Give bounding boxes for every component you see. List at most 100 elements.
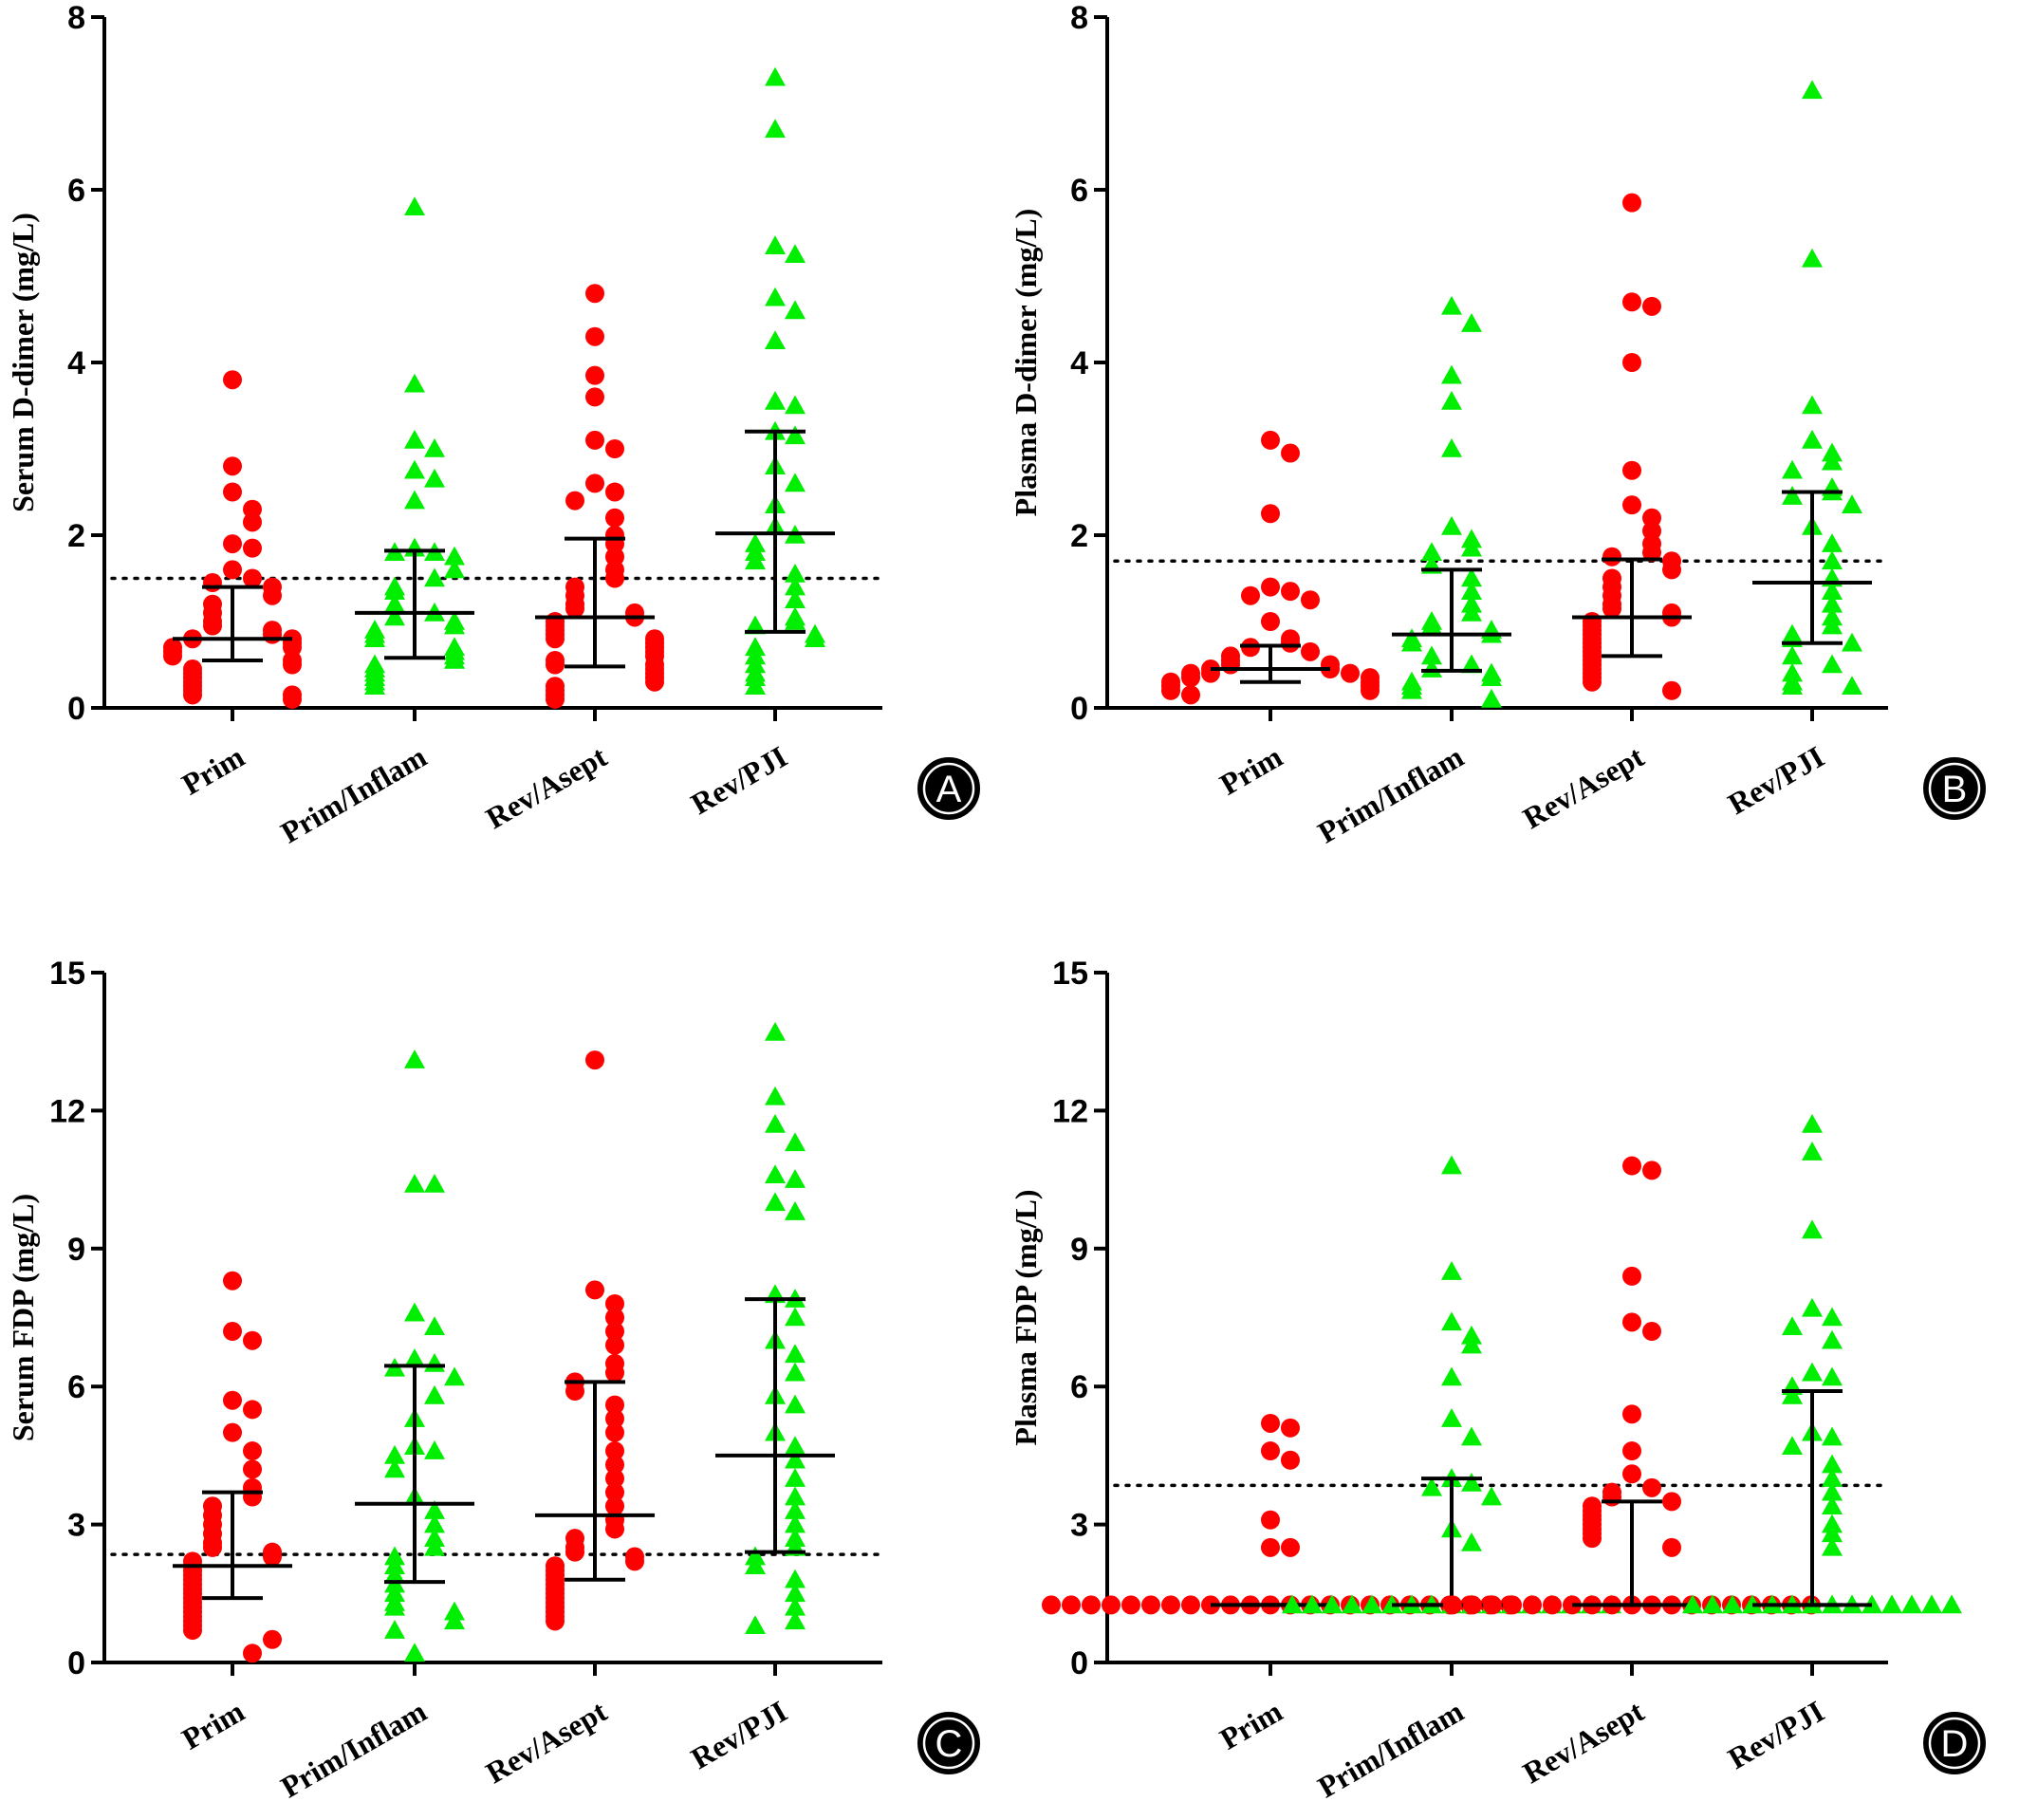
data-point-triangle [444, 1366, 465, 1386]
data-point-circle [1662, 1492, 1681, 1512]
data-point-circle [243, 538, 262, 558]
data-point-circle [605, 1322, 624, 1342]
data-point-circle [203, 573, 222, 593]
data-point-circle [585, 1280, 604, 1300]
data-point-triangle [1822, 1481, 1843, 1501]
data-point-triangle [785, 395, 806, 415]
data-point-triangle [1441, 364, 1462, 384]
data-point-triangle [404, 1643, 425, 1662]
data-point-triangle [1822, 1329, 1843, 1349]
data-point-triangle [1722, 1594, 1743, 1614]
data-point-triangle [1822, 1454, 1843, 1474]
data-point-triangle [785, 1362, 806, 1382]
data-point-circle [1622, 460, 1641, 480]
data-point-circle [565, 599, 584, 619]
data-point-triangle [765, 1192, 786, 1212]
panel-badge-ring [922, 1717, 975, 1770]
data-point-circle [585, 430, 604, 450]
data-point-triangle [1802, 1113, 1823, 1133]
data-point-circle [163, 646, 182, 666]
data-point-circle [1261, 1510, 1280, 1530]
panel-badge [1923, 757, 1986, 820]
data-point-circle [263, 624, 282, 644]
data-point-circle [1261, 1413, 1280, 1433]
data-point-triangle [384, 1444, 405, 1464]
data-point-circle [585, 387, 604, 407]
data-point-triangle [384, 581, 405, 600]
data-point-triangle [785, 563, 806, 583]
data-point-triangle [765, 66, 786, 86]
data-point-triangle [1782, 486, 1803, 505]
data-point-circle [1483, 1595, 1502, 1615]
data-point-triangle [1441, 390, 1462, 410]
data-point-circle [605, 568, 624, 588]
data-point-triangle [765, 1113, 786, 1133]
data-point-circle [546, 629, 565, 649]
y-tick-label: 6 [1070, 1369, 1088, 1405]
data-point-triangle [444, 649, 465, 669]
data-point-circle [1102, 1595, 1121, 1615]
data-point-triangle [404, 196, 425, 215]
data-point-triangle [1822, 593, 1843, 613]
data-point-circle [1622, 1404, 1641, 1424]
data-point-circle [1662, 560, 1681, 580]
data-point-triangle [1682, 1594, 1703, 1614]
data-point-circle [243, 1459, 262, 1479]
data-point-triangle [765, 287, 786, 306]
data-point-circle [1622, 1156, 1641, 1176]
data-point-triangle [384, 593, 405, 613]
y-tick-label: 4 [1070, 345, 1088, 381]
y-tick-label: 2 [1070, 518, 1088, 554]
data-point-circle [645, 672, 664, 692]
y-tick-label: 12 [49, 1093, 85, 1129]
data-point-triangle [1461, 313, 1482, 332]
data-point-circle [1121, 1595, 1140, 1615]
data-point-circle [1161, 680, 1180, 700]
y-tick-label: 0 [1070, 691, 1088, 727]
data-point-triangle [1401, 632, 1422, 652]
data-point-triangle [745, 676, 766, 696]
data-point-circle [1261, 430, 1280, 450]
data-point-triangle [1822, 1307, 1843, 1327]
data-point-triangle [785, 1394, 806, 1414]
data-point-triangle [1822, 533, 1843, 552]
data-point-triangle [424, 1500, 445, 1519]
data-point-triangle [1441, 438, 1462, 457]
data-point-triangle [1481, 688, 1502, 708]
data-point-triangle [1481, 1486, 1502, 1506]
data-point-circle [1261, 1537, 1280, 1557]
data-point-triangle [424, 1514, 445, 1533]
data-point-triangle [404, 1049, 425, 1068]
data-point-circle [1261, 577, 1280, 597]
data-point-triangle [1782, 1436, 1803, 1456]
data-point-triangle [1822, 1366, 1843, 1386]
data-point-triangle [1782, 459, 1803, 479]
data-point-circle [1602, 547, 1621, 566]
data-point-circle [565, 1542, 584, 1562]
y-tick-label: 2 [67, 518, 85, 554]
data-point-circle [546, 689, 565, 709]
data-point-triangle [384, 606, 405, 626]
y-tick-label: 8 [1070, 0, 1088, 36]
data-point-circle [1281, 633, 1300, 653]
data-point-circle [585, 474, 604, 493]
data-point-circle [1261, 612, 1280, 631]
data-point-triangle [364, 676, 385, 696]
data-point-triangle [1302, 1594, 1323, 1614]
data-point-triangle [745, 1555, 766, 1575]
data-point-circle [243, 1330, 262, 1350]
data-point-circle [585, 284, 604, 304]
data-point-triangle [1702, 1594, 1723, 1614]
data-point-circle [605, 1395, 624, 1415]
y-axis-title: Serum FDP (mg/L) [6, 1194, 40, 1441]
data-point-circle [183, 685, 202, 705]
data-point-triangle [785, 1307, 806, 1327]
data-point-triangle [1822, 1426, 1843, 1446]
data-point-triangle [785, 1569, 806, 1588]
data-point-triangle [1481, 667, 1502, 686]
data-point-triangle [785, 1436, 806, 1456]
data-point-triangle [1441, 1408, 1462, 1427]
data-point-circle [605, 508, 624, 528]
data-point-circle [1622, 495, 1641, 515]
data-point-triangle [1802, 1297, 1823, 1317]
